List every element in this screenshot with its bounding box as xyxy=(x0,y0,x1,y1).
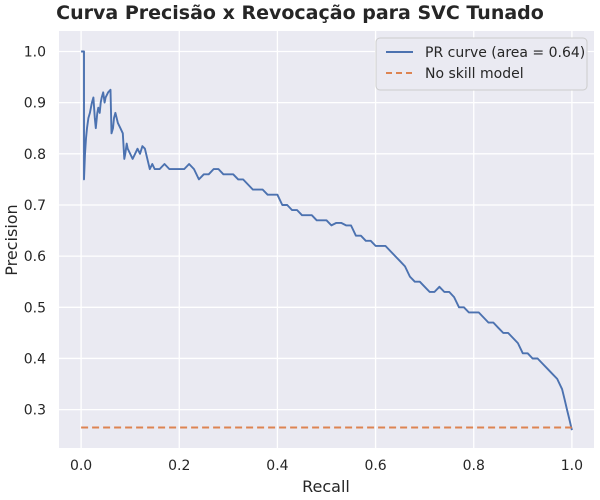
x-tick-label: 1.0 xyxy=(561,458,583,474)
x-axis-label: Recall xyxy=(302,477,350,496)
legend-box xyxy=(375,37,588,91)
pr-curve-line xyxy=(81,50,573,431)
tick-labels: 0.0 0.2 0.4 0.6 0.8 1.0 0.3 0.4 0.5 0.6 0.7 0.8 0.9 1… xyxy=(24,44,583,474)
x-tick-label: 0.0 xyxy=(70,458,92,474)
x-tick-label: 0.2 xyxy=(168,458,190,474)
plot-area xyxy=(59,31,594,448)
y-tick-label: 0.8 xyxy=(24,147,46,163)
y-tick-label: 0.6 xyxy=(24,249,46,265)
chart-title: Curva Precisão x Revocação para SVC Tuna… xyxy=(56,2,544,24)
y-tick-label: 0.7 xyxy=(24,198,46,214)
legend-label-no-skill: No skill model xyxy=(425,66,524,82)
series-layer xyxy=(81,50,573,431)
y-tick-label: 0.5 xyxy=(24,300,46,316)
y-tick-label: 1.0 xyxy=(24,44,46,60)
legend-label-pr-curve: PR curve (area = 0.64) xyxy=(425,45,585,61)
y-tick-label: 0.3 xyxy=(24,403,46,419)
y-tick-label: 0.4 xyxy=(24,351,46,367)
x-tick-label: 0.4 xyxy=(266,458,288,474)
x-tick-label: 0.6 xyxy=(364,458,386,474)
y-axis-label: Precision xyxy=(2,204,21,275)
x-tick-label: 0.8 xyxy=(463,458,485,474)
y-tick-label: 0.9 xyxy=(24,96,46,112)
legend: PR curve (area = 0.64) No skill model xyxy=(375,37,588,91)
